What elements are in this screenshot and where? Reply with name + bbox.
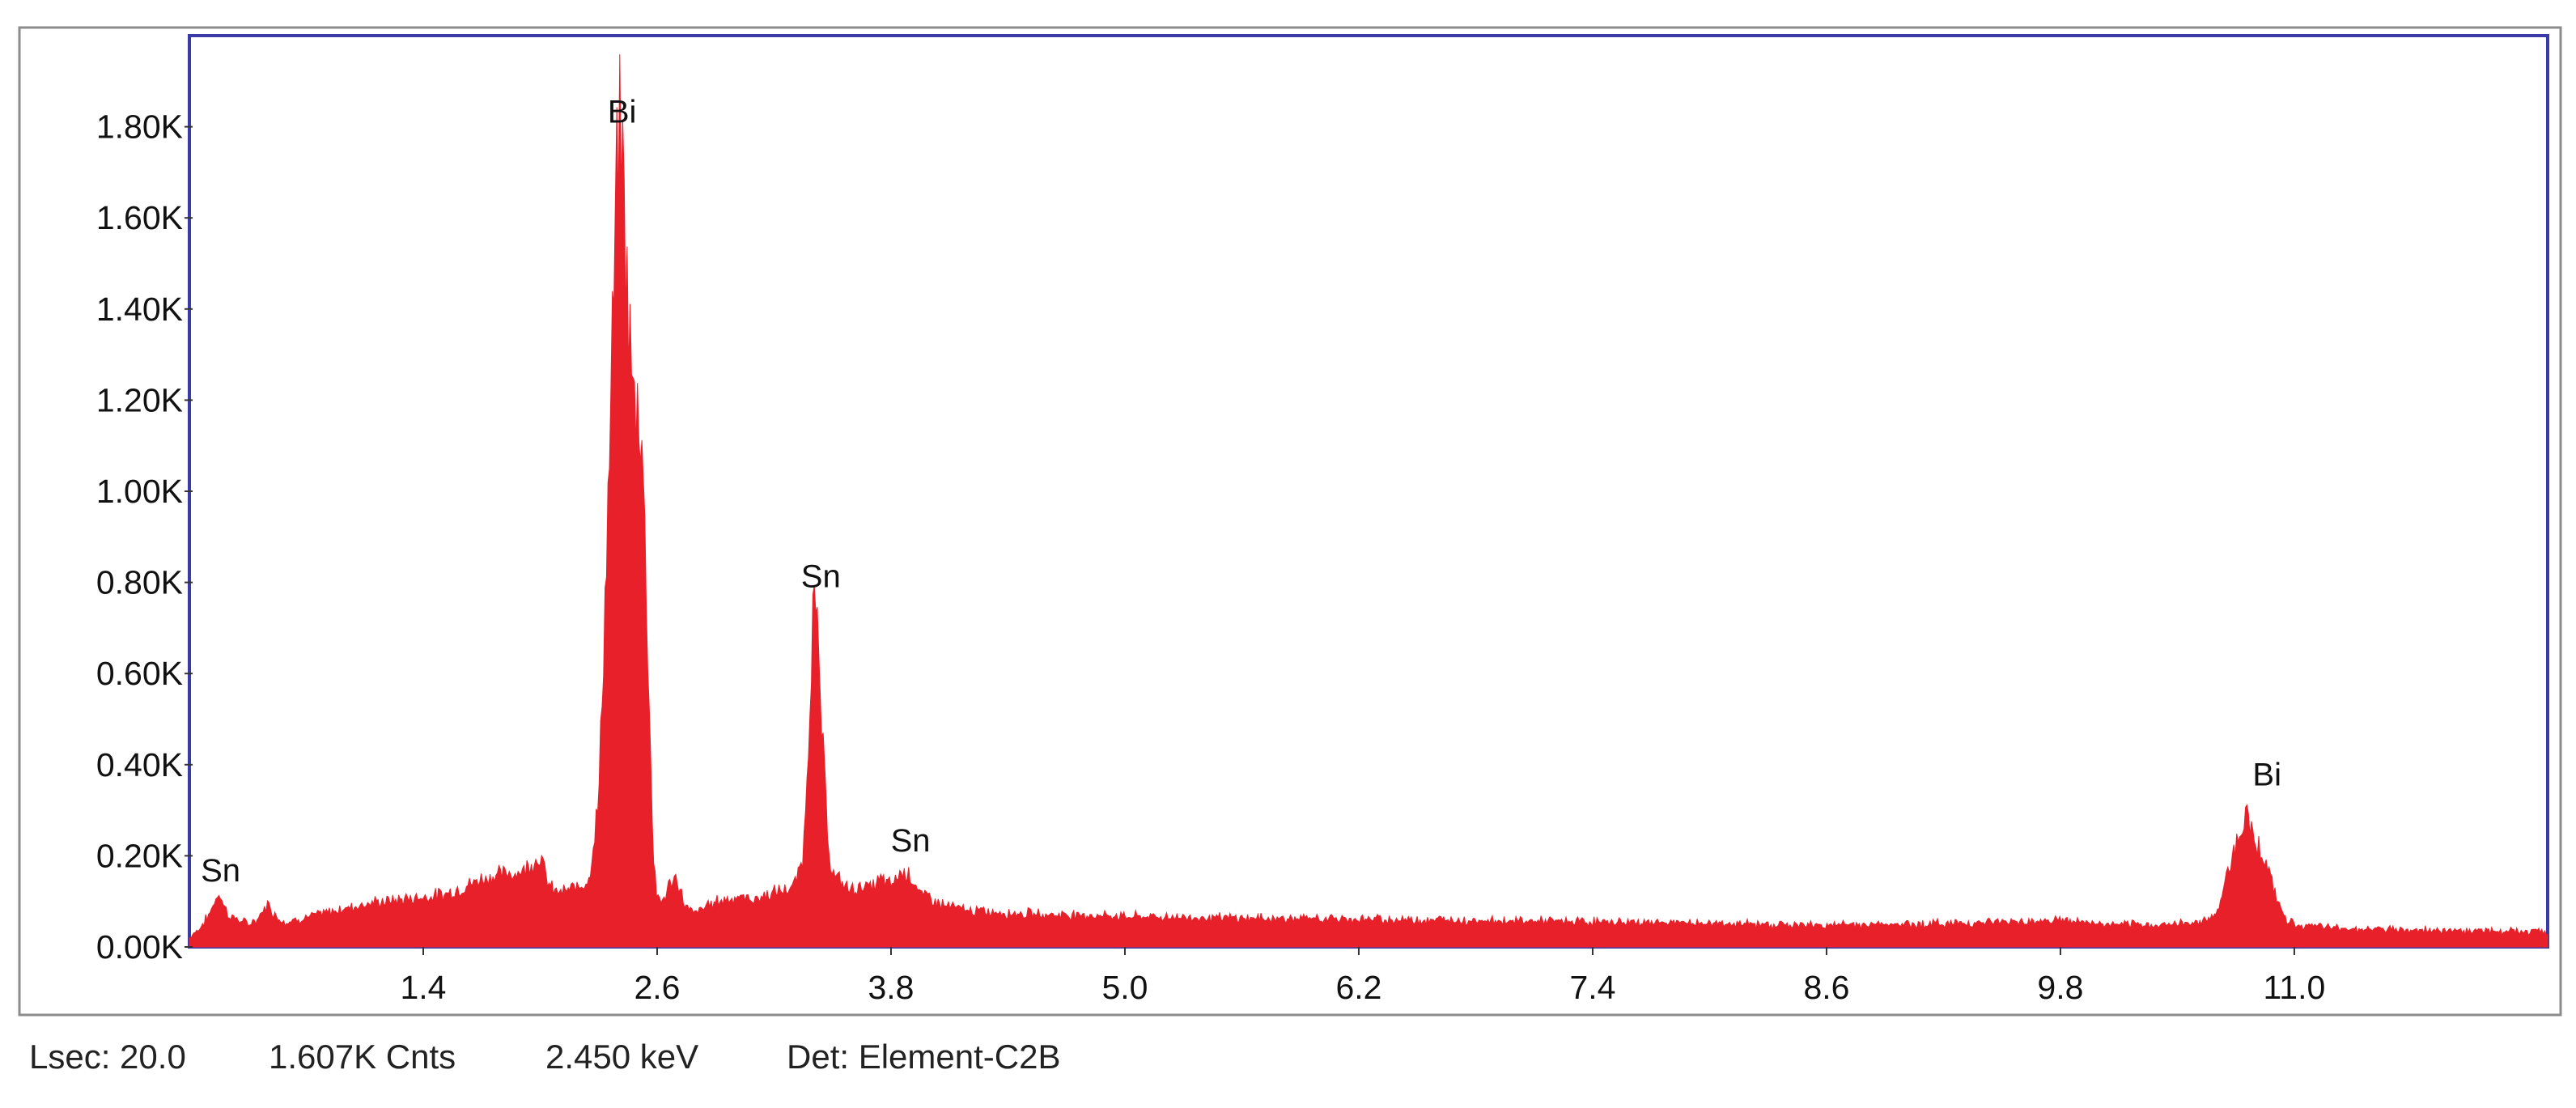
y-tick-label: 0.80K (96, 564, 183, 601)
x-tick-label: 8.6 (1803, 969, 1849, 1006)
energy-readout: 2.450 keV (545, 1038, 699, 1076)
peak-label: Bi (2252, 758, 2281, 793)
status-bar: Lsec: 20.0 1.607K Cnts 2.450 keV Det: El… (29, 1033, 1060, 1081)
spectrum-area (189, 54, 2548, 948)
y-tick-label: 0.20K (96, 837, 183, 874)
peak-label: Sn (891, 823, 931, 859)
spectrum-fill-group (189, 54, 2548, 948)
x-tick-label: 2.6 (634, 969, 680, 1006)
live-seconds-readout: Lsec: 20.0 (29, 1038, 186, 1076)
detector-readout: Det: Element-C2B (787, 1038, 1061, 1076)
x-tick-label: 11.0 (2264, 969, 2326, 1006)
peak-labels: Sn Bi Sn Sn Bi (201, 94, 2281, 888)
y-tick-label: 1.40K (96, 291, 183, 328)
y-tick-label: 1.80K (96, 108, 183, 146)
peak-label: Bi (608, 94, 637, 129)
y-tick-label: 0.40K (96, 746, 183, 783)
peak-label: Sn (201, 853, 240, 889)
counts-readout: 1.607K Cnts (269, 1038, 456, 1076)
x-tick-label: 9.8 (2037, 969, 2083, 1006)
peak-label: Sn (801, 559, 841, 595)
x-axis-ticks: 1.4 2.6 3.8 5.0 6.2 7.4 8.6 9.8 11.0 (400, 947, 2325, 1006)
x-tick-label: 6.2 (1335, 969, 1381, 1006)
plot-area-frame (188, 34, 2549, 949)
y-tick-label: 0.60K (96, 655, 183, 692)
y-tick-label: 1.00K (96, 473, 183, 510)
x-tick-label: 5.0 (1101, 969, 1148, 1006)
y-tick-label: 1.60K (96, 199, 183, 236)
y-tick-label: 1.20K (96, 381, 183, 418)
y-tick-label: 0.00K (96, 928, 183, 966)
x-tick-label: 3.8 (868, 969, 914, 1006)
y-axis-ticks: 0.00K 0.20K 0.40K 0.60K 0.80K 1.00K 1.20K 1.40K… (96, 108, 193, 966)
x-tick-label: 1.4 (400, 969, 446, 1006)
x-tick-label: 7.4 (1569, 969, 1615, 1006)
